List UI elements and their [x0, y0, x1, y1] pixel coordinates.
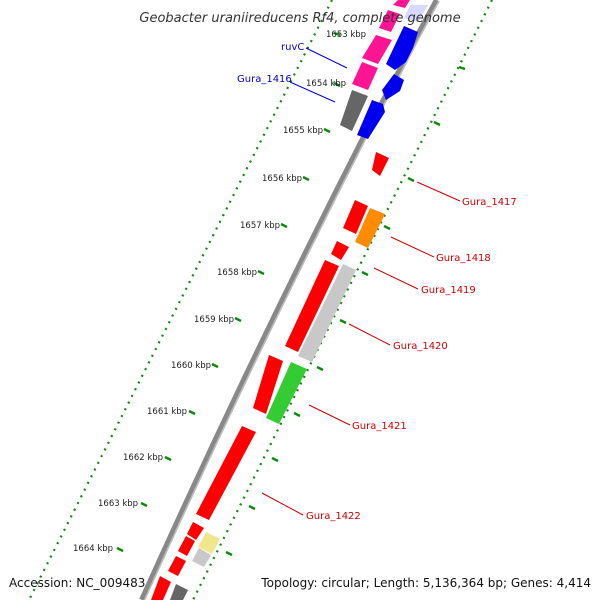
tick-mark [333, 81, 341, 88]
gene-label-gura-1420[interactable]: Gura_1420 [393, 341, 448, 352]
gene-magenta[interactable] [352, 62, 378, 90]
gene-blue[interactable] [357, 100, 385, 139]
tick-mark [293, 411, 301, 418]
label-leader [261, 492, 304, 516]
gene-magenta[interactable] [393, 0, 410, 8]
gene-red[interactable] [343, 200, 368, 234]
tick-label: 1657 kbp [240, 221, 280, 231]
tick-label: 1658 kbp [217, 268, 257, 278]
label-leader [373, 267, 419, 290]
gene-light-gray[interactable] [192, 548, 211, 567]
gene-red[interactable] [196, 426, 256, 520]
tick-mark [257, 269, 265, 276]
tick-mark [323, 127, 331, 134]
tick-label: 1662 kbp [123, 453, 163, 463]
tick-label: 1655 kbp [283, 126, 323, 136]
tick-label: 1660 kbp [171, 361, 211, 371]
tick-mark [234, 316, 242, 323]
gene-label-ruvC[interactable]: ruvC [281, 42, 304, 53]
gene-blue[interactable] [382, 74, 404, 100]
tick-label: 1653 kbp [326, 30, 366, 40]
tick-mark [164, 455, 172, 462]
gene-red[interactable] [187, 522, 204, 540]
tick-mark [333, 31, 341, 37]
label-leader [305, 47, 348, 69]
tick-mark [140, 501, 148, 508]
tick-mark [188, 409, 196, 416]
tick-mark [458, 65, 466, 71]
gene-dark-gray[interactable] [340, 90, 368, 131]
gene-label-gura-1419[interactable]: Gura_1419 [421, 285, 476, 296]
tick-mark [383, 224, 391, 231]
gene-green[interactable] [266, 362, 307, 424]
gene-red[interactable] [168, 556, 186, 576]
gene-red[interactable] [178, 536, 195, 556]
tick-label: 1659 kbp [194, 315, 234, 325]
tick-mark [211, 362, 219, 369]
gene-pale-blue[interactable] [404, 5, 428, 22]
gene-orange[interactable] [355, 208, 385, 248]
gene-blue[interactable] [386, 26, 418, 70]
tick-mark [271, 456, 279, 463]
tick-mark [280, 222, 288, 229]
label-leader [348, 323, 391, 346]
label-leader [390, 236, 435, 258]
gene-red[interactable] [331, 241, 349, 260]
genome-backbone-highlight [143, 0, 440, 600]
tick-label: 1664 kbp [73, 544, 113, 554]
tick-mark [407, 176, 415, 183]
gene-red[interactable] [285, 260, 339, 352]
tick-label: 1656 kbp [262, 174, 302, 184]
tick-mark [225, 550, 233, 557]
gene-pale-yellow[interactable] [198, 532, 220, 554]
tick-mark [116, 546, 124, 553]
gene-magenta[interactable] [379, 10, 400, 32]
gene-label-gura-1416[interactable]: Gura_1416 [237, 74, 292, 85]
gene-red[interactable] [151, 576, 171, 600]
tick-label: 1661 kbp [147, 407, 187, 417]
gene-magenta[interactable] [362, 35, 392, 64]
gene-label-gura-1417[interactable]: Gura_1417 [462, 197, 517, 208]
gene-light-gray[interactable] [298, 264, 356, 362]
tick-mark [361, 270, 369, 277]
tick-mark [302, 175, 310, 182]
gene-red[interactable] [372, 152, 389, 176]
map-title: Geobacter uraniireducens Rf4, complete g… [139, 11, 460, 26]
tick-mark [433, 120, 441, 127]
topology-text: Topology: circular; Length: 5,136,364 bp… [260, 576, 591, 590]
gene-label-gura-1421[interactable]: Gura_1421 [352, 421, 407, 432]
outer-dotted-ring [192, 0, 493, 600]
gene-label-gura-1422[interactable]: Gura_1422 [306, 511, 361, 522]
label-leader [289, 81, 336, 103]
label-leader [416, 181, 461, 202]
gene-label-gura-1418[interactable]: Gura_1418 [436, 253, 491, 264]
tick-mark [248, 504, 256, 511]
accession-text: Accession: NC_009483 [9, 576, 145, 590]
tick-mark [339, 318, 347, 325]
gene-red[interactable] [253, 355, 283, 414]
tick-label: 1654 kbp [306, 79, 346, 89]
gene-dark-gray[interactable] [170, 584, 188, 600]
tick-mark [316, 365, 324, 372]
label-leader [308, 404, 351, 426]
tick-label: 1663 kbp [98, 499, 138, 509]
